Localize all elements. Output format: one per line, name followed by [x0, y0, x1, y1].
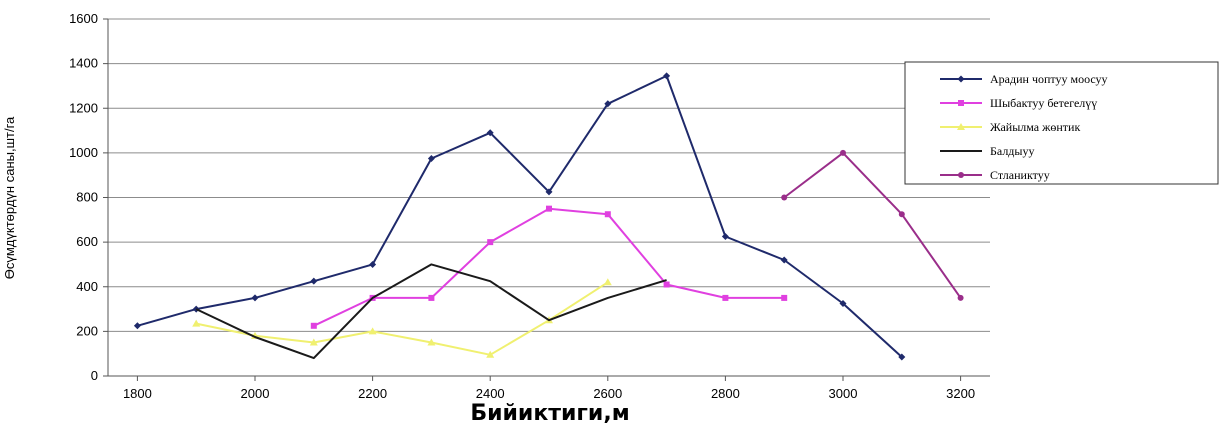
- data-point: [780, 256, 788, 264]
- x-tick-label: 2800: [711, 386, 740, 401]
- x-tick-label: 3200: [946, 386, 975, 401]
- legend-label: Стланиктуу: [990, 168, 1050, 182]
- legend-box: [904, 61, 1219, 185]
- data-point: [133, 322, 141, 330]
- y-tick-label: 1000: [69, 145, 98, 160]
- y-tick-label: 200: [76, 323, 98, 338]
- legend-item: Арадин чоптуу моосуу: [940, 72, 1108, 86]
- series-4: [195, 263, 667, 360]
- legend-label: Жайылма жөнтик: [990, 120, 1080, 134]
- series-2: [310, 205, 788, 329]
- series-line: [313, 207, 785, 327]
- legend-item: Жайылма жөнтик: [940, 120, 1080, 134]
- data-point: [604, 211, 611, 218]
- data-point: [192, 319, 201, 327]
- x-tick-label: 2200: [358, 386, 387, 401]
- series-3: [192, 278, 612, 358]
- data-point: [309, 338, 318, 346]
- data-point: [781, 294, 788, 301]
- data-point: [603, 278, 612, 286]
- legend-label: Шыбактуу бетегелүү: [990, 96, 1097, 110]
- data-point: [722, 294, 729, 301]
- data-point: [721, 233, 729, 241]
- legend-swatch-marker: [958, 100, 964, 106]
- series-line: [137, 74, 903, 358]
- y-tick-label: 1200: [69, 100, 98, 115]
- data-point: [545, 188, 553, 196]
- legend-swatch-marker: [957, 123, 965, 130]
- data-point: [898, 211, 905, 218]
- data-point: [487, 239, 494, 246]
- data-point: [546, 205, 552, 212]
- legend-swatch-marker: [957, 75, 965, 83]
- legend-item: Балдыуу: [940, 144, 1034, 158]
- data-point: [310, 277, 318, 285]
- series-line: [783, 151, 962, 299]
- data-point: [663, 281, 670, 288]
- data-point: [604, 100, 612, 108]
- legend-item: Стланиктуу: [940, 168, 1050, 182]
- data-point: [368, 327, 377, 335]
- x-tick-label: 2400: [476, 386, 505, 401]
- legend-label: Балдыуу: [990, 144, 1034, 158]
- y-tick-label: 600: [76, 234, 98, 249]
- data-point: [428, 294, 435, 301]
- data-point: [310, 322, 317, 329]
- y-axis-ticks: 0 200 400 600 800 1000 1200 1400 1600: [69, 11, 108, 383]
- data-point: [486, 350, 495, 358]
- legend: Арадин чоптуу моосуу Шыбактуу бетегелүү Жа…: [904, 61, 1219, 185]
- data-point: [840, 149, 846, 156]
- legend-label: Арадин чоптуу моосуу: [990, 72, 1108, 86]
- x-tick-label: 2600: [593, 386, 622, 401]
- legend-swatch-marker: [958, 172, 964, 178]
- y-tick-label: 400: [76, 279, 98, 294]
- data-point: [251, 294, 259, 302]
- y-tick-label: 1400: [69, 56, 98, 71]
- x-axis-ticks: 1800 2000 2200 2400 2600 2800 3000 3200: [123, 376, 975, 401]
- x-axis-label: Бийиктиги,м: [470, 401, 629, 426]
- x-tick-label: 2000: [241, 386, 270, 401]
- data-point: [192, 305, 200, 313]
- data-point: [839, 299, 847, 307]
- y-axis-label: Өсүмдүктөрдүн саны,шт/га: [2, 116, 17, 279]
- x-tick-label: 1800: [123, 386, 152, 401]
- data-point: [957, 294, 964, 301]
- series-line: [195, 263, 667, 360]
- gridlines: [108, 18, 990, 332]
- data-point: [427, 154, 435, 162]
- series-1: [133, 72, 906, 361]
- series-group: [133, 72, 964, 361]
- data-point: [369, 260, 377, 268]
- x-tick-label: 3000: [829, 386, 858, 401]
- data-point: [663, 72, 671, 80]
- legend-item: Шыбактуу бетегелүү: [940, 96, 1097, 110]
- data-point: [486, 129, 494, 137]
- data-point: [781, 194, 788, 201]
- series-5: [781, 149, 964, 301]
- data-point: [898, 353, 906, 361]
- y-tick-label: 800: [76, 190, 98, 205]
- data-point: [427, 338, 436, 346]
- series-line: [195, 281, 609, 356]
- y-tick-label: 0: [91, 368, 98, 383]
- y-tick-label: 1600: [69, 11, 98, 26]
